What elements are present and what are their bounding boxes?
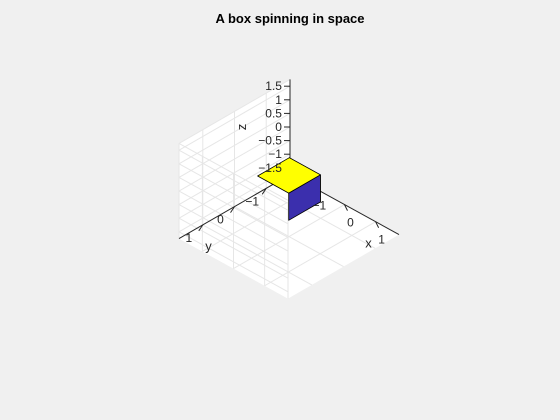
y-tick-label: 0 <box>217 213 224 227</box>
z-axis-label: z <box>234 124 249 131</box>
y-tick-mark <box>261 188 267 195</box>
grid-line-z-right <box>178 231 289 293</box>
x-axis-label: x <box>365 236 372 251</box>
tick-labels: −101−101−1.5−1−0.500.511.5 <box>185 79 385 247</box>
grid-line-z-right <box>178 204 289 266</box>
z-tick-label: 0 <box>275 120 282 134</box>
grid-line-z-left <box>178 85 291 151</box>
z-tick-label: 1 <box>275 93 282 107</box>
z-tick-label: −0.5 <box>258 134 282 148</box>
chart-title: A box spinning in space <box>215 11 364 26</box>
x-tick-mark <box>344 204 348 211</box>
grid-line-z-right <box>178 163 289 225</box>
z-tick-label: 0.5 <box>265 106 282 120</box>
spinning-box <box>257 157 321 221</box>
z-tick-label: 1.5 <box>265 79 282 93</box>
y-tick-label: 1 <box>185 231 192 245</box>
z-tick-label: −1 <box>268 147 282 161</box>
grid-line-z-left <box>178 140 291 206</box>
y-axis-label: y <box>205 239 212 254</box>
x-tick-label: −1 <box>313 198 327 212</box>
grid-line-y-floor <box>234 206 344 268</box>
x-tick-mark <box>375 221 380 228</box>
grid-line-z-right <box>178 190 289 252</box>
grid-line-z-left <box>178 126 291 192</box>
grid-top-edge-left <box>178 78 291 144</box>
grid-line-y-floor <box>265 187 376 249</box>
box-face-top <box>257 157 321 194</box>
x-tick-label: 1 <box>378 233 385 247</box>
grid-line-z-right <box>178 149 289 211</box>
x-tick-label: 0 <box>347 216 354 230</box>
y-tick-mark <box>198 224 204 232</box>
z-tick-label: −1.5 <box>258 161 282 175</box>
y-tick-label: −1 <box>245 194 259 208</box>
grid-line-z-left <box>178 112 291 178</box>
grid-line-y-floor <box>202 224 313 286</box>
y-tick-mark <box>230 206 235 213</box>
grid-top-edge-right <box>178 142 289 204</box>
grid-line-z-left <box>178 153 291 219</box>
